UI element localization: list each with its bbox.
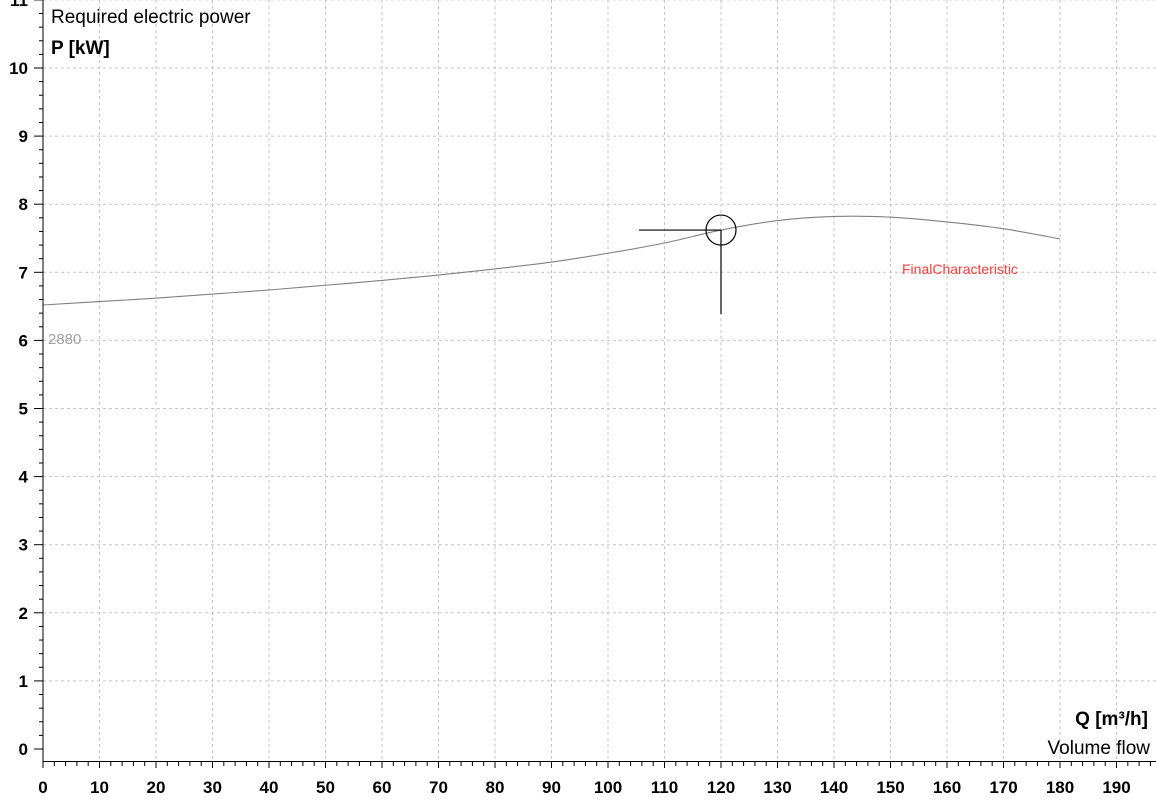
x-tick-label: 190 — [1102, 778, 1130, 797]
x-tick-label: 160 — [933, 778, 961, 797]
y-tick-label: 2 — [19, 604, 28, 623]
y-tick-label: 5 — [19, 400, 28, 419]
y-tick-label: 0 — [19, 740, 28, 759]
series-line — [42, 215, 1061, 306]
x-tick-label: 140 — [820, 778, 848, 797]
x-tick-label: 120 — [707, 778, 735, 797]
series-name-label: 2880 — [48, 331, 81, 348]
x-tick-label: 20 — [147, 778, 166, 797]
y-axis-label: P [kW] — [51, 38, 110, 59]
x-tick-label: 170 — [989, 778, 1017, 797]
x-tick-labels: 0 10 20 30 40 50 60 70 80 90 100 110 120 130 140 150 160… — [38, 778, 1130, 797]
x-tick-label: 150 — [876, 778, 904, 797]
minor-ticks — [34, 0, 1151, 768]
y-tick-label: 6 — [19, 331, 28, 350]
y-tick-labels: 0 1 2 3 4 5 6 7 8 9 10 11 — [9, 0, 28, 759]
x-tick-label: 0 — [38, 778, 47, 797]
grid — [43, 0, 1156, 762]
x-tick-label: 40 — [260, 778, 279, 797]
operating-point-marker — [639, 214, 737, 315]
series — [42, 215, 1061, 306]
y-tick-label: 1 — [19, 672, 28, 691]
x-axis-label: Q [m³/h] — [1075, 709, 1148, 730]
final-characteristic-label: FinalCharacteristic — [902, 261, 1018, 277]
y-tick-label: 3 — [19, 536, 28, 555]
x-tick-label: 90 — [542, 778, 561, 797]
x-tick-label: 180 — [1046, 778, 1074, 797]
x-tick-label: 60 — [373, 778, 392, 797]
x-tick-label: 10 — [90, 778, 109, 797]
y-tick-label: 8 — [19, 195, 28, 214]
x-tick-label: 70 — [429, 778, 448, 797]
x-tick-label: 130 — [763, 778, 791, 797]
y-tick-label: 7 — [19, 263, 28, 282]
x-tick-label: 50 — [316, 778, 335, 797]
x-tick-label: 80 — [486, 778, 505, 797]
x-tick-label: 30 — [203, 778, 222, 797]
x-axis-caption: Volume flow — [1048, 738, 1151, 759]
y-tick-label: 9 — [19, 127, 28, 146]
y-tick-label: 4 — [19, 468, 29, 487]
chart-title: Required electric power — [51, 7, 251, 28]
x-tick-label: 110 — [651, 778, 678, 797]
y-tick-label: 11 — [10, 0, 28, 10]
y-tick-label: 10 — [9, 59, 28, 78]
x-tick-label: 100 — [594, 778, 622, 797]
